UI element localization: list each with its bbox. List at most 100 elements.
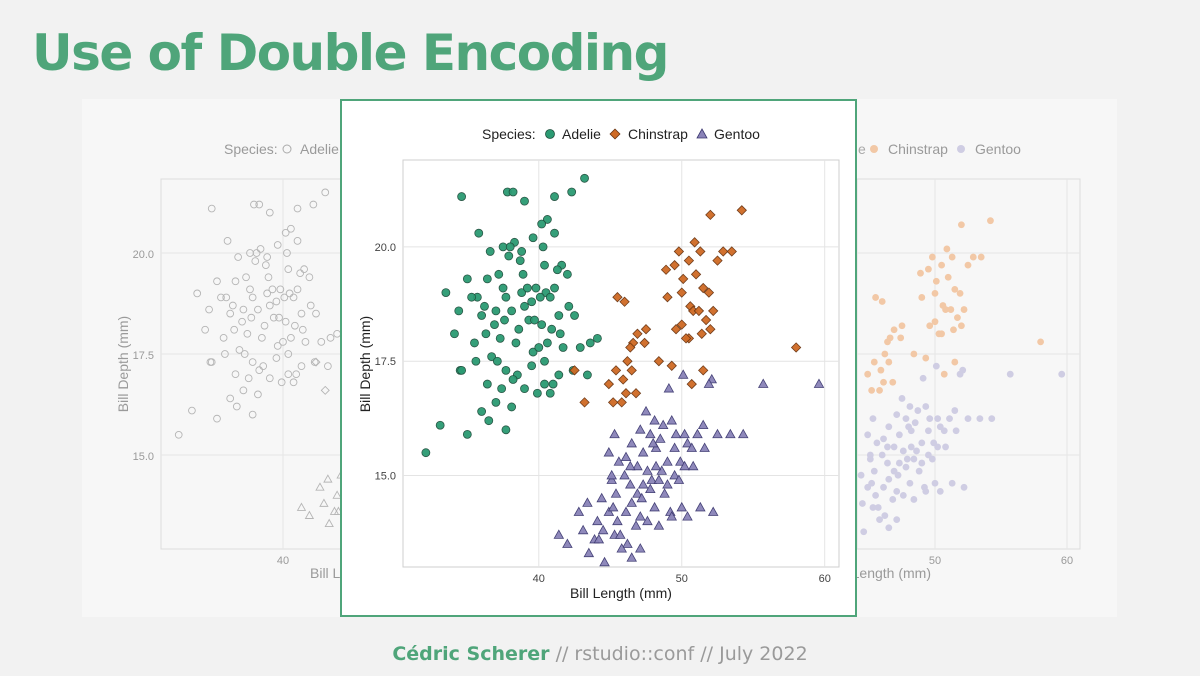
bg-right-gentoo-point (1058, 370, 1066, 378)
bg-right-gentoo-point (940, 427, 948, 435)
adelie-point (528, 233, 538, 243)
adelie-point (537, 320, 547, 330)
chinstrap-point (705, 209, 716, 221)
bg-left-adelie-point (235, 346, 244, 354)
bg-left-adelie-point (297, 362, 306, 370)
bg-right-chinstrap-point (958, 322, 965, 330)
main-legend: Species: Adelie Chinstrap Gentoo (482, 126, 760, 142)
gentoo-point (599, 556, 610, 567)
chinstrap-point (612, 292, 623, 303)
bg-left-adelie-point (263, 289, 272, 298)
bg-left-adelie-point (268, 285, 277, 294)
gentoo-point (642, 465, 653, 475)
bg-left-adelie-point (239, 305, 248, 314)
gentoo-point (699, 442, 710, 452)
bg-left-ytick-label: 15.0 (133, 451, 154, 463)
adelie-point (477, 407, 487, 416)
chinstrap-point (620, 388, 632, 399)
bg-right-chinstrap-point (940, 370, 948, 378)
bg-left-adelie-point (261, 261, 270, 269)
adelie-point (558, 343, 568, 352)
bg-right-gentoo-point (925, 427, 932, 435)
bg-right-gentoo-point (885, 475, 893, 483)
bg-right-gentoo-point (895, 431, 903, 439)
bg-right-chinstrap-point (944, 273, 952, 281)
chinstrap-point (695, 246, 706, 257)
bg-left-adelie-point (326, 333, 335, 342)
adelie-point (507, 306, 517, 316)
adelie-point (542, 338, 552, 348)
bg-left-adelie-point (250, 200, 258, 209)
gentoo-point (626, 437, 638, 448)
bg-left-adelie-point (174, 430, 183, 439)
bg-left-adelie-point (240, 350, 249, 358)
bg-right-legend-chinstrap-key (870, 145, 878, 153)
adelie-point (462, 429, 472, 439)
bg-left-adelie-point (188, 406, 196, 415)
bg-left-adelie-point (254, 390, 262, 399)
bg-right-gentoo-point (878, 451, 886, 459)
gentoo-point (676, 501, 688, 512)
bg-right-gentoo-point (873, 439, 881, 447)
bg-right-gentoo-point (960, 483, 968, 491)
gentoo-point (659, 488, 670, 498)
bg-left-adelie-point (263, 253, 272, 261)
bg-left-adelie-point (275, 313, 283, 322)
bg-left-adelie-point (277, 378, 286, 387)
gentoo-point (562, 538, 573, 548)
bg-left-adelie-point (234, 253, 242, 261)
bg-left-adelie-point (264, 273, 273, 282)
gentoo-point (682, 437, 693, 448)
adelie-point (527, 297, 537, 307)
bg-left-adelie-point (258, 333, 266, 342)
bg-right-chinstrap-point (960, 306, 968, 313)
footer: Cédric Scherer // rstudio::conf // July … (0, 643, 1200, 665)
bg-right-gentoo-point (902, 415, 910, 423)
gentoo-point (686, 442, 698, 452)
bg-right-chinstrap-point (890, 326, 898, 334)
adelie-point (491, 306, 501, 316)
adelie-point (542, 215, 552, 224)
adelie-point (562, 269, 572, 279)
bg-right-chinstrap-point (928, 253, 936, 261)
bg-right-gentoo-point (922, 403, 930, 410)
bg-left-adelie-point (242, 273, 250, 282)
bg-left-adelie-point (317, 338, 326, 346)
main-x-tick-label: 40 (533, 573, 545, 585)
bg-right-chinstrap-point (881, 350, 889, 358)
bg-left-adelie-point (265, 301, 274, 310)
bg-right-gentoo-point (860, 528, 868, 536)
gentoo-point (606, 469, 617, 480)
bg-right-gentoo-point (893, 487, 901, 495)
chinstrap-point (676, 287, 687, 298)
bg-left-chinstrap-point (320, 385, 330, 395)
bg-left-gentoo-point (324, 518, 334, 528)
bg-left-adelie-point (232, 402, 241, 411)
bg-right-chinstrap-point (948, 253, 956, 261)
bg-right-gentoo-point (857, 471, 865, 479)
bg-right-gentoo-point (880, 483, 887, 491)
bg-left-adelie-point (238, 317, 246, 326)
bg-right-gentoo-point (876, 516, 883, 524)
chinstrap-point (569, 365, 580, 376)
gentoo-point (635, 424, 646, 434)
bg-left-adelie-point (296, 269, 305, 278)
adelie-point (517, 288, 527, 298)
adelie-point (470, 338, 479, 348)
bg-right-chinstrap-point (951, 285, 959, 293)
chinstrap-point (705, 324, 716, 335)
bg-right-gentoo-point (915, 467, 923, 475)
gentoo-point (647, 437, 659, 448)
bg-left-adelie-point (228, 301, 237, 310)
chinstrap-point (683, 255, 695, 266)
bg-left-adelie-point (305, 273, 314, 282)
bg-left-gentoo-point (329, 506, 340, 515)
chinstrap-point (708, 305, 719, 317)
bg-right-gentoo-point (922, 487, 930, 495)
gentoo-point (596, 492, 607, 503)
chinstrap-point (669, 260, 680, 271)
bg-left-gentoo-point (304, 510, 315, 519)
adelie-point (450, 329, 459, 339)
gentoo-point (592, 515, 603, 526)
adelie-point (530, 315, 539, 325)
